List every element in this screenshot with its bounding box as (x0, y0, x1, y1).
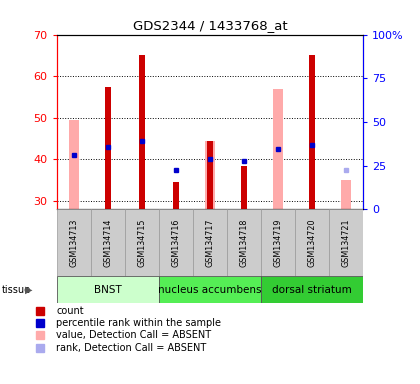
FancyBboxPatch shape (295, 209, 329, 276)
Bar (341, 180, 352, 209)
FancyBboxPatch shape (227, 209, 261, 276)
Text: dorsal striatum: dorsal striatum (272, 285, 352, 295)
Text: GSM134718: GSM134718 (239, 219, 249, 267)
Text: GSM134713: GSM134713 (69, 219, 78, 267)
FancyBboxPatch shape (193, 209, 227, 276)
FancyBboxPatch shape (261, 209, 295, 276)
FancyBboxPatch shape (329, 209, 363, 276)
Text: count: count (56, 306, 84, 316)
Bar (173, 182, 179, 209)
Text: GSM134715: GSM134715 (137, 218, 146, 267)
Text: BNST: BNST (94, 285, 122, 295)
FancyBboxPatch shape (159, 209, 193, 276)
Bar (68, 120, 79, 209)
Text: GSM134720: GSM134720 (308, 218, 317, 267)
Text: value, Detection Call = ABSENT: value, Detection Call = ABSENT (56, 331, 211, 341)
Text: ▶: ▶ (25, 285, 32, 295)
Text: GSM134714: GSM134714 (103, 219, 112, 267)
FancyBboxPatch shape (261, 276, 363, 303)
FancyBboxPatch shape (159, 276, 261, 303)
Text: GSM134716: GSM134716 (171, 219, 181, 267)
Text: GSM134719: GSM134719 (274, 218, 283, 267)
Text: percentile rank within the sample: percentile rank within the sample (56, 318, 221, 328)
FancyBboxPatch shape (125, 209, 159, 276)
FancyBboxPatch shape (91, 209, 125, 276)
Bar (273, 89, 283, 209)
Text: tissue: tissue (2, 285, 31, 295)
Title: GDS2344 / 1433768_at: GDS2344 / 1433768_at (133, 19, 287, 32)
FancyBboxPatch shape (57, 209, 91, 276)
Bar (205, 141, 215, 209)
Bar (105, 86, 111, 209)
Bar (241, 166, 247, 209)
Text: rank, Detection Call = ABSENT: rank, Detection Call = ABSENT (56, 343, 207, 353)
Text: GSM134721: GSM134721 (342, 218, 351, 267)
FancyBboxPatch shape (57, 276, 159, 303)
Bar (139, 55, 145, 209)
Text: GSM134717: GSM134717 (205, 218, 215, 267)
Text: nucleus accumbens: nucleus accumbens (158, 285, 262, 295)
Bar (309, 55, 315, 209)
Bar (207, 141, 213, 209)
